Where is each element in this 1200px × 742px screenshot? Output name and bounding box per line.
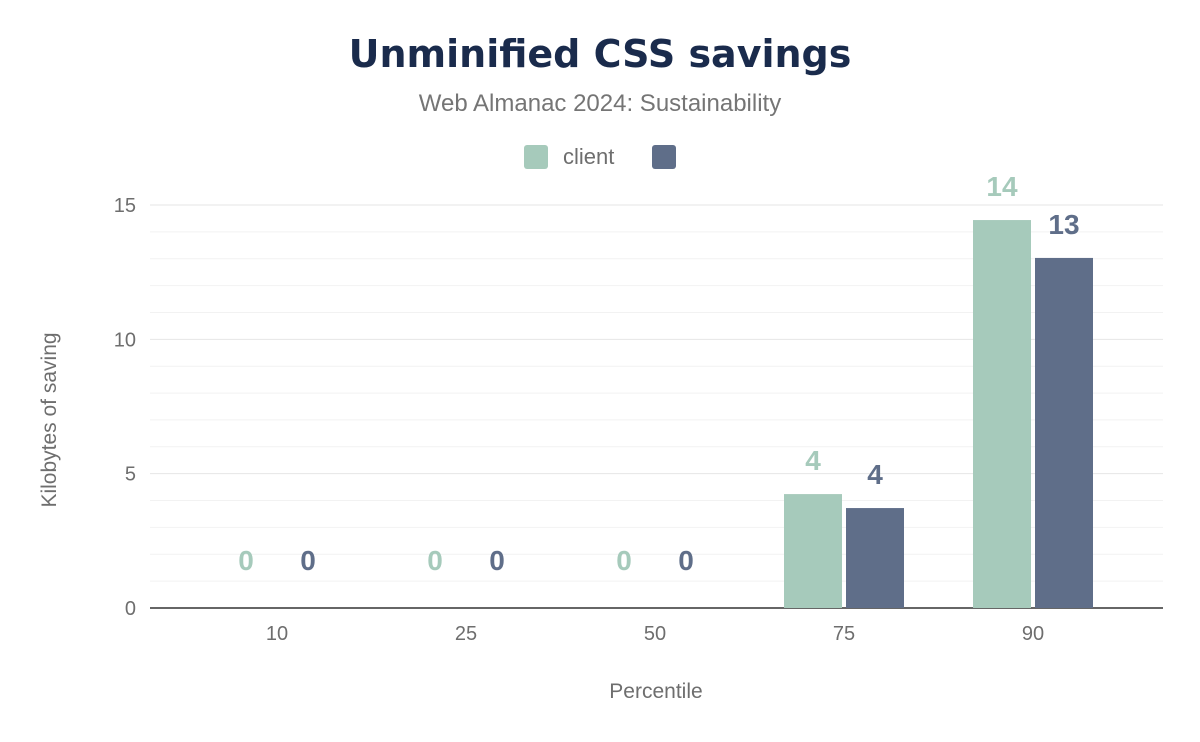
chart-title: Unminified CSS savings xyxy=(348,32,852,76)
bar-client xyxy=(784,494,842,608)
bar-series-2 xyxy=(1035,257,1093,608)
data-label: 13 xyxy=(1048,209,1079,240)
x-tick-label: 25 xyxy=(455,623,477,645)
y-tick-label: 0 xyxy=(125,598,136,620)
x-tick-label: 50 xyxy=(644,623,666,645)
data-label: 0 xyxy=(678,545,694,576)
legend-label: client xyxy=(563,144,614,169)
data-label: 4 xyxy=(867,459,883,490)
data-label: 0 xyxy=(238,545,254,576)
x-tick-label: 90 xyxy=(1022,623,1044,645)
y-tick-label: 5 xyxy=(125,464,136,486)
chart-subtitle: Web Almanac 2024: Sustainability xyxy=(418,90,782,117)
y-tick-label: 10 xyxy=(114,329,136,351)
y-tick-label: 15 xyxy=(114,195,136,217)
data-label: 0 xyxy=(300,545,316,576)
y-axis-title: Kilobytes of saving xyxy=(38,332,61,507)
bar-client xyxy=(973,220,1031,608)
x-tick-label: 10 xyxy=(266,623,288,645)
legend-swatch-series-2 xyxy=(652,145,676,169)
data-label: 4 xyxy=(805,445,821,476)
x-tick-label: 75 xyxy=(833,623,855,645)
data-label: 0 xyxy=(427,545,443,576)
data-label: 0 xyxy=(489,545,505,576)
bar-series-2 xyxy=(846,508,904,608)
data-label: 14 xyxy=(986,171,1018,202)
legend-swatch-client xyxy=(524,145,548,169)
x-axis-title: Percentile xyxy=(609,680,702,703)
data-label: 0 xyxy=(616,545,632,576)
